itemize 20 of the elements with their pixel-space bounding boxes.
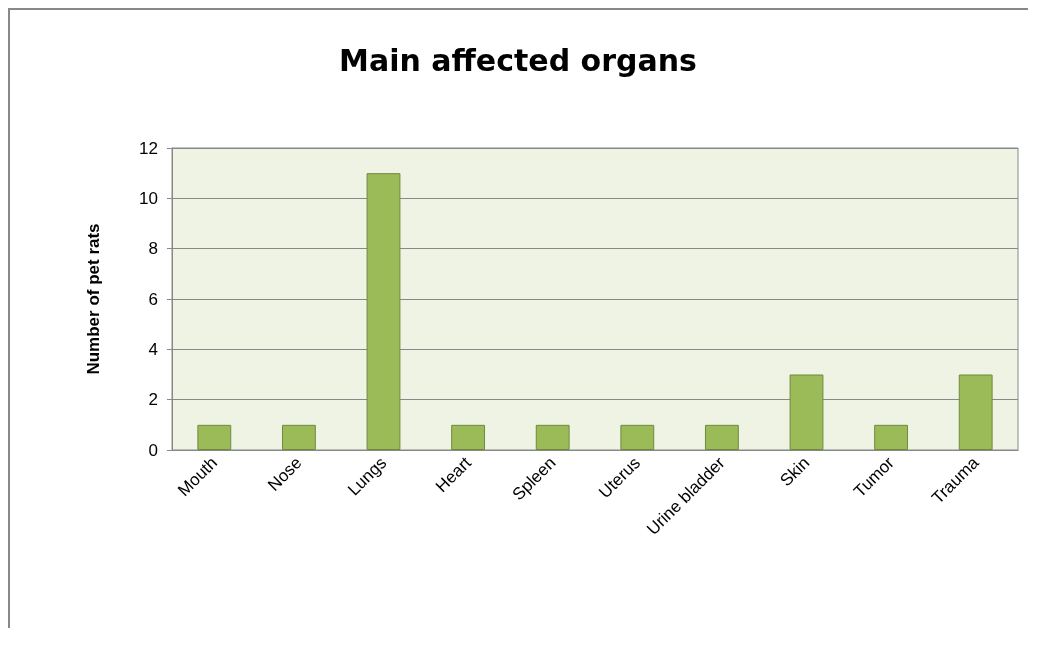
y-axis-title: Number of pet rats <box>84 223 103 375</box>
bar <box>874 424 909 450</box>
y-tick-label: 8 <box>148 239 158 259</box>
bar <box>535 424 570 450</box>
x-tick-label: Skin <box>776 453 814 491</box>
y-tick-label: 10 <box>139 188 158 208</box>
bar <box>789 374 824 450</box>
bar <box>197 424 232 450</box>
bar <box>958 374 993 450</box>
bar <box>451 424 486 450</box>
bar <box>281 424 316 450</box>
chart-title: Main affected organs <box>339 42 697 78</box>
y-tick-label: 0 <box>148 440 158 460</box>
bar <box>704 424 739 450</box>
bar <box>366 173 401 450</box>
y-tick-label: 4 <box>148 339 158 359</box>
y-tick-label: 2 <box>148 390 158 410</box>
bar <box>620 424 655 450</box>
y-tick-label: 12 <box>139 138 158 158</box>
y-tick-label: 6 <box>148 289 158 309</box>
